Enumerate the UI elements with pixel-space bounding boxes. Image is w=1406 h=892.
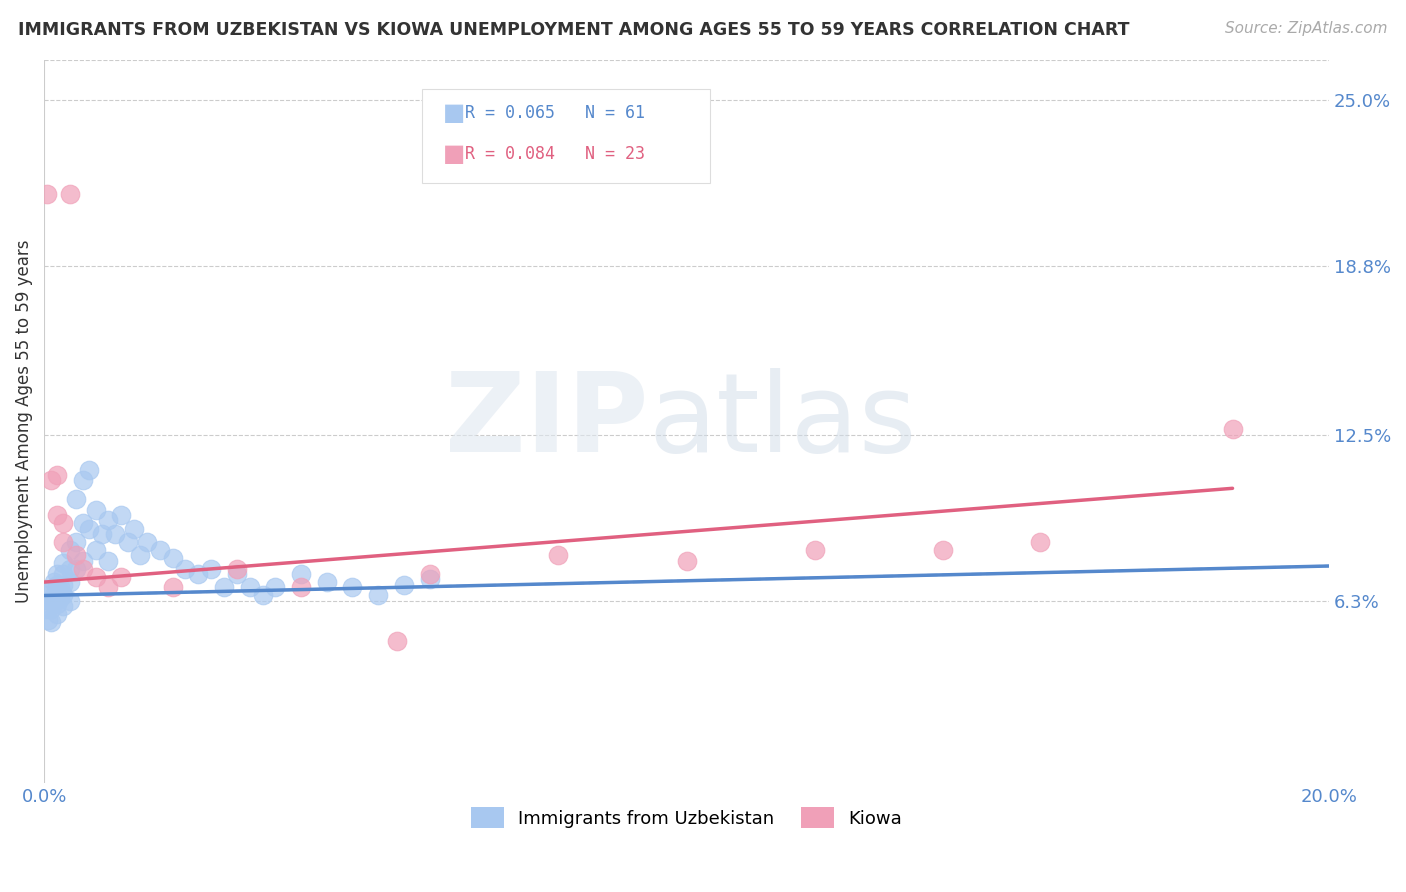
- Point: [52, 557, 75, 571]
- Point: [35, 589, 58, 603]
- Point: [90, 526, 112, 541]
- Point: [52, 567, 75, 582]
- Point: [264, 581, 287, 595]
- Point: [1029, 535, 1052, 549]
- Point: [46, 508, 69, 522]
- Point: [187, 567, 209, 582]
- Point: [72, 562, 94, 576]
- Point: [52, 578, 75, 592]
- Point: [110, 570, 132, 584]
- Text: ■: ■: [443, 143, 465, 166]
- Text: Source: ZipAtlas.com: Source: ZipAtlas.com: [1225, 21, 1388, 37]
- Point: [72, 473, 94, 487]
- Point: [52, 599, 75, 614]
- Point: [65, 562, 87, 576]
- Point: [77, 521, 100, 535]
- Y-axis label: Unemployment Among Ages 55 to 59 years: Unemployment Among Ages 55 to 59 years: [15, 240, 32, 603]
- Point: [49, 591, 72, 606]
- Point: [419, 573, 441, 587]
- Point: [59, 575, 82, 590]
- Point: [65, 491, 87, 506]
- Point: [84, 543, 107, 558]
- Point: [239, 581, 262, 595]
- Text: IMMIGRANTS FROM UZBEKISTAN VS KIOWA UNEMPLOYMENT AMONG AGES 55 TO 59 YEARS CORRE: IMMIGRANTS FROM UZBEKISTAN VS KIOWA UNEM…: [18, 21, 1130, 39]
- Point: [37, 613, 59, 627]
- Point: [39, 583, 62, 598]
- Point: [290, 581, 312, 595]
- Point: [46, 597, 69, 611]
- Point: [39, 602, 62, 616]
- Point: [162, 551, 184, 566]
- Point: [932, 543, 955, 558]
- Point: [122, 521, 145, 535]
- Point: [39, 594, 62, 608]
- Point: [77, 462, 100, 476]
- Text: R = 0.084   N = 23: R = 0.084 N = 23: [465, 145, 645, 163]
- Point: [419, 567, 441, 582]
- Point: [135, 535, 157, 549]
- Point: [342, 581, 364, 595]
- Point: [97, 581, 120, 595]
- Text: ■: ■: [443, 102, 465, 125]
- Point: [200, 562, 222, 576]
- Point: [392, 578, 415, 592]
- Point: [37, 602, 59, 616]
- Point: [46, 567, 69, 582]
- Point: [104, 526, 127, 541]
- Point: [804, 543, 827, 558]
- Point: [315, 575, 337, 590]
- Point: [117, 535, 139, 549]
- Point: [225, 562, 247, 576]
- Point: [39, 615, 62, 630]
- Point: [65, 535, 87, 549]
- Point: [39, 473, 62, 487]
- Point: [225, 567, 247, 582]
- Point: [97, 554, 120, 568]
- Point: [1222, 422, 1244, 436]
- Point: [129, 549, 152, 563]
- Text: R = 0.065   N = 61: R = 0.065 N = 61: [465, 104, 645, 122]
- Point: [547, 549, 569, 563]
- Point: [46, 578, 69, 592]
- Point: [72, 554, 94, 568]
- Point: [52, 589, 75, 603]
- Point: [46, 589, 69, 603]
- Point: [212, 581, 235, 595]
- Legend: Immigrants from Uzbekistan, Kiowa: Immigrants from Uzbekistan, Kiowa: [464, 800, 910, 836]
- Point: [59, 562, 82, 576]
- Point: [59, 543, 82, 558]
- Point: [49, 581, 72, 595]
- Point: [38, 594, 60, 608]
- Point: [35, 186, 58, 201]
- Point: [149, 543, 172, 558]
- Point: [42, 589, 65, 603]
- Text: atlas: atlas: [648, 368, 917, 475]
- Point: [84, 502, 107, 516]
- Point: [387, 634, 409, 648]
- Point: [97, 513, 120, 527]
- Point: [110, 508, 132, 522]
- Point: [65, 549, 87, 563]
- Point: [290, 567, 312, 582]
- Point: [52, 516, 75, 530]
- Point: [675, 554, 697, 568]
- Point: [42, 575, 65, 590]
- Point: [162, 581, 184, 595]
- Text: ZIP: ZIP: [444, 368, 648, 475]
- Point: [59, 186, 82, 201]
- Point: [84, 570, 107, 584]
- Point: [252, 589, 274, 603]
- Point: [59, 594, 82, 608]
- Point: [52, 535, 75, 549]
- Point: [367, 589, 389, 603]
- Point: [46, 467, 69, 482]
- Point: [72, 516, 94, 530]
- Point: [46, 607, 69, 622]
- Point: [174, 562, 197, 576]
